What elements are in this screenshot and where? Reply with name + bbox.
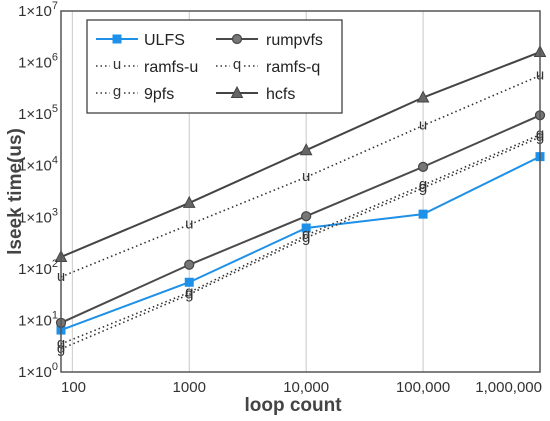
legend: ULFS rumpvfs u ramfs-u q ramfs-q g 9pfs hcfs: [86, 19, 343, 114]
data-point-letter: g: [302, 229, 310, 246]
y-tick-base: 1×10: [18, 3, 52, 20]
series-line: [60, 114, 541, 324]
data-point-square: [418, 209, 428, 219]
y-tick-base: 1×10: [18, 261, 52, 278]
y-tick-label: 1×106: [18, 52, 58, 72]
legend-label: 9pfs: [144, 86, 174, 103]
data-point-letter: u: [185, 216, 193, 233]
y-axis-title: lseek time(us): [5, 128, 26, 255]
data-point-letter: g: [185, 285, 193, 302]
y-tick-label: 1×102: [18, 258, 58, 278]
legend-label: hcfs: [266, 86, 295, 103]
series-line: [60, 136, 541, 350]
data-point-triangle: [230, 85, 244, 98]
plot-frame: [60, 10, 541, 373]
series-ULFS: [56, 152, 545, 335]
legend-item-rumpvfs: rumpvfs: [216, 32, 323, 49]
data-point-triangle: [182, 195, 196, 208]
y-tick-base: 1×10: [18, 364, 52, 381]
x-tick-label: 100: [61, 379, 86, 396]
y-tick-exponent: 1: [52, 309, 58, 321]
data-point-circle: [231, 33, 243, 45]
y-tick-exponent: 2: [52, 258, 58, 270]
y-tick-label: 1×100: [18, 361, 58, 381]
y-tick-label: 1×105: [18, 103, 58, 123]
data-point-circle: [184, 259, 195, 270]
y-tick-exponent: 4: [52, 155, 58, 167]
data-point-triangle: [299, 143, 313, 156]
y-tick-base: 1×10: [18, 312, 52, 329]
x-axis-title: loop count: [244, 395, 342, 416]
legend-item-ramfs-u: u ramfs-u: [96, 56, 198, 76]
y-tick-label: 1×103: [18, 206, 58, 226]
data-point-letter: g: [419, 179, 427, 196]
data-point-letter: q: [302, 226, 310, 243]
y-tick-base: 1×10: [18, 106, 52, 123]
y-tick-exponent: 7: [52, 0, 58, 12]
y-tick-base: 1×10: [18, 209, 52, 226]
data-point-letter: u: [302, 168, 310, 185]
legend-label: ramfs-u: [144, 59, 198, 76]
y-tick-exponent: 0: [52, 361, 58, 373]
x-tick-label: 100,000: [396, 379, 450, 396]
legend-swatch-marker: g: [113, 83, 121, 100]
legend-label: ULFS: [144, 32, 185, 49]
x-tick-label: 10,000: [283, 379, 329, 396]
series-rumpvfs: [55, 110, 546, 328]
data-point-square: [184, 277, 194, 287]
legend-swatch-marker: q: [233, 56, 241, 73]
legend-item-ramfs-q: q ramfs-q: [216, 56, 320, 76]
y-tick-exponent: 5: [52, 103, 58, 115]
legend-label: ramfs-q: [266, 59, 320, 76]
y-tick-exponent: 6: [52, 52, 58, 64]
x-tick-label: 1000: [173, 379, 206, 396]
legend-item-hcfs: hcfs: [216, 85, 295, 103]
data-point-triangle: [416, 90, 430, 103]
data-point-circle: [301, 211, 312, 222]
y-tick-label: 1×107: [18, 0, 58, 20]
x-tick-label: 1,000,000: [475, 379, 542, 396]
data-point-letter: q: [185, 283, 193, 300]
data-point-square: [301, 223, 311, 233]
legend-item-9pfs: g 9pfs: [96, 83, 174, 103]
data-point-letter: q: [419, 176, 427, 193]
y-tick-exponent: 3: [52, 206, 58, 218]
legend-swatch-marker: u: [113, 56, 121, 73]
legend-item-ULFS: ULFS: [96, 32, 185, 49]
y-tick-label: 1×101: [18, 309, 58, 329]
y-tick-base: 1×10: [18, 55, 52, 72]
legend-label: rumpvfs: [266, 32, 323, 49]
y-tick-base: 1×10: [18, 158, 52, 175]
series-line: [60, 155, 541, 332]
data-point-square: [112, 34, 122, 44]
y-tick-label: 1×104: [18, 155, 58, 175]
series-line: [60, 133, 541, 345]
data-point-circle: [417, 161, 429, 172]
data-point-letter: u: [419, 117, 427, 134]
x-tick-labels: 100 1000 10,000 100,000 1,000,000: [61, 379, 542, 396]
